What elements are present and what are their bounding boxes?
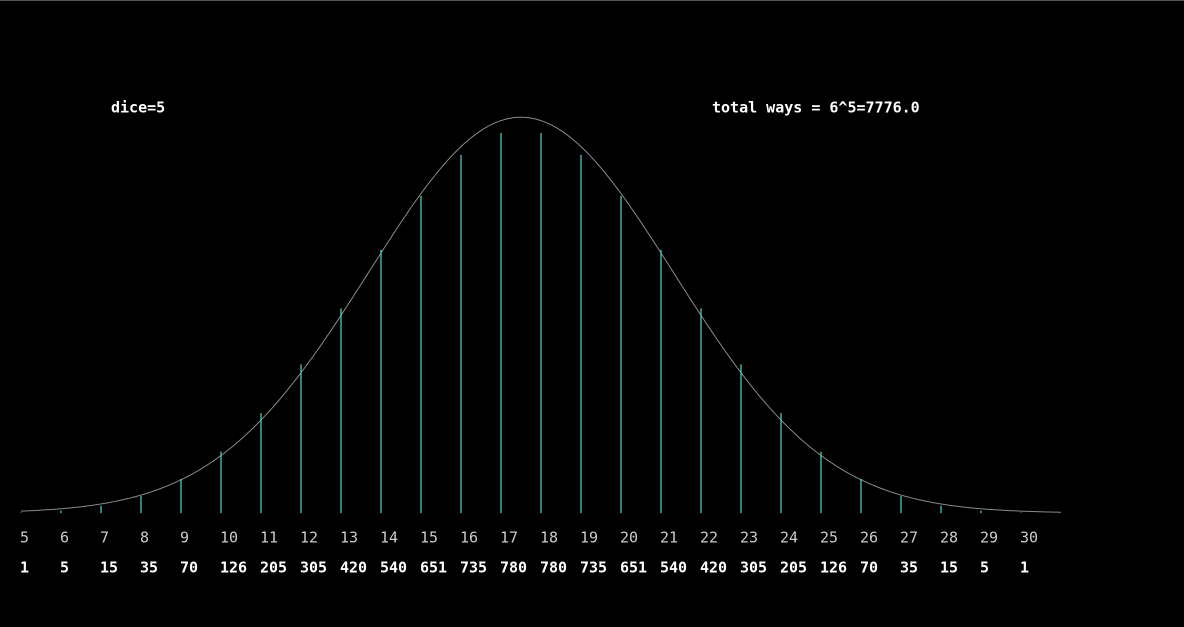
x-tick-label: 7	[100, 529, 109, 547]
value-label: 420	[700, 559, 727, 577]
value-label: 305	[300, 559, 327, 577]
x-tick-label: 12	[300, 529, 318, 547]
value-label: 735	[580, 559, 607, 577]
value-label: 780	[540, 559, 567, 577]
x-tick-label: 26	[860, 529, 878, 547]
value-label: 420	[340, 559, 367, 577]
chart-title: dice=5	[111, 99, 165, 117]
x-tick-label: 27	[900, 529, 918, 547]
value-label: 651	[620, 559, 647, 577]
value-label: 5	[60, 559, 69, 577]
value-label: 126	[220, 559, 247, 577]
x-tick-label: 6	[60, 529, 69, 547]
value-label: 651	[420, 559, 447, 577]
x-tick-label: 15	[420, 529, 438, 547]
value-label: 735	[460, 559, 487, 577]
x-tick-label: 30	[1020, 529, 1038, 547]
chart-subtitle: total ways = 6^5=7776.0	[712, 99, 920, 117]
x-tick-label: 29	[980, 529, 998, 547]
x-tick-label: 18	[540, 529, 558, 547]
x-tick-label: 21	[660, 529, 678, 547]
value-label: 205	[780, 559, 807, 577]
x-tick-label: 20	[620, 529, 638, 547]
fit-curve	[20, 116, 1062, 513]
value-label: 540	[380, 559, 407, 577]
x-tick-label: 23	[740, 529, 758, 547]
x-tick-label: 13	[340, 529, 358, 547]
x-tick-label: 25	[820, 529, 838, 547]
x-tick-label: 10	[220, 529, 238, 547]
value-label: 70	[180, 559, 198, 577]
value-label: 35	[900, 559, 918, 577]
value-label: 5	[980, 559, 989, 577]
value-label: 540	[660, 559, 687, 577]
value-label: 305	[740, 559, 767, 577]
x-tick-label: 17	[500, 529, 518, 547]
x-tick-label: 5	[20, 529, 29, 547]
x-tick-label: 19	[580, 529, 598, 547]
value-label: 1	[20, 559, 29, 577]
x-tick-label: 14	[380, 529, 398, 547]
x-tick-label: 11	[260, 529, 278, 547]
x-tick-label: 28	[940, 529, 958, 547]
value-label: 15	[100, 559, 118, 577]
value-label: 15	[940, 559, 958, 577]
value-label: 35	[140, 559, 158, 577]
value-label: 70	[860, 559, 878, 577]
x-tick-label: 16	[460, 529, 478, 547]
value-label: 126	[820, 559, 847, 577]
value-label: 205	[260, 559, 287, 577]
x-tick-label: 24	[780, 529, 798, 547]
x-tick-label: 8	[140, 529, 149, 547]
value-label: 1	[1020, 559, 1029, 577]
value-label: 780	[500, 559, 527, 577]
x-tick-label: 22	[700, 529, 718, 547]
x-tick-label: 9	[180, 529, 189, 547]
